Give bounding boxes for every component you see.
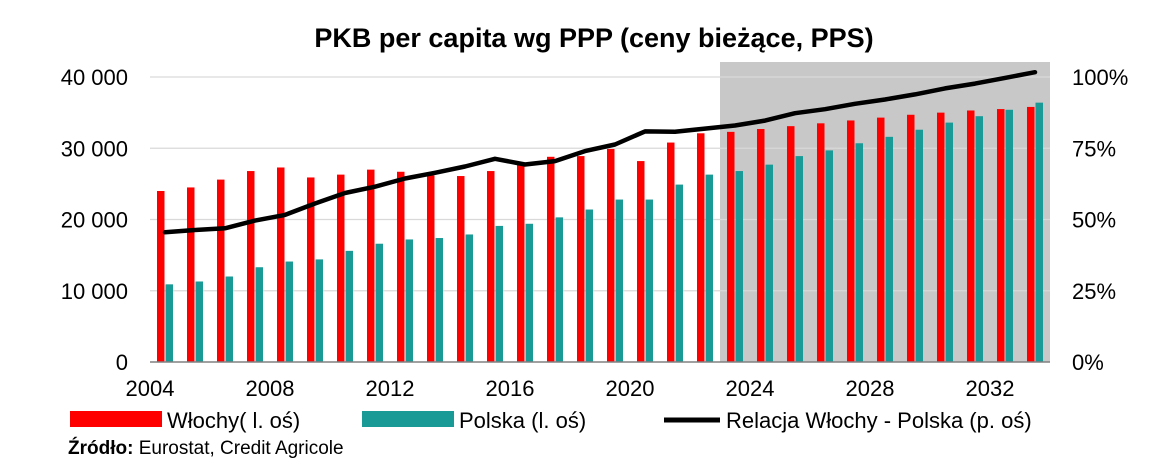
bar-poland — [1035, 102, 1043, 363]
bar-italy — [427, 175, 435, 362]
bar-poland — [225, 276, 233, 362]
x-tick-label: 2024 — [726, 376, 775, 401]
bar-poland — [585, 209, 593, 362]
bar-italy — [487, 171, 495, 362]
bar-poland — [645, 199, 653, 362]
bar-italy — [847, 120, 855, 363]
bar-italy — [727, 131, 735, 362]
bar-italy — [367, 169, 375, 362]
bar-poland — [1005, 109, 1013, 363]
bar-italy — [247, 171, 255, 362]
bar-poland — [435, 238, 443, 362]
bar-poland — [555, 217, 563, 362]
x-tick-label: 2032 — [966, 376, 1015, 401]
bar-poland — [495, 225, 503, 362]
legend-label: Relacja Włochy - Polska (p. oś) — [726, 408, 1032, 433]
bar-poland — [765, 164, 773, 362]
bar-poland — [615, 199, 623, 362]
bar-poland — [195, 281, 203, 362]
bar-italy — [967, 110, 975, 362]
bar-italy — [277, 167, 285, 362]
bar-italy — [307, 177, 315, 362]
y-left-tick-label: 30 000 — [61, 136, 128, 161]
bar-poland — [525, 223, 533, 362]
x-tick-label: 2016 — [486, 376, 535, 401]
bar-italy — [937, 112, 945, 362]
bar-poland — [855, 143, 863, 362]
legend-swatch — [362, 411, 454, 427]
bar-poland — [405, 239, 413, 362]
bar-italy — [187, 187, 195, 362]
legend-swatch — [70, 411, 162, 427]
source-note: Źródło: Eurostat, Credit Agricole — [68, 438, 344, 460]
bar-italy — [787, 126, 795, 362]
y-right-tick-label: 100% — [1072, 65, 1128, 90]
plot-area: 0 10 000 20 000 30 000 40 000 0% 25% 50% 75% 100%… — [61, 62, 1128, 401]
bar-poland — [255, 267, 263, 362]
bar-poland — [825, 150, 833, 362]
bar-italy — [547, 156, 555, 362]
bar-italy — [697, 133, 705, 362]
bar-italy — [577, 156, 585, 362]
bar-poland — [285, 261, 293, 362]
bar-italy — [907, 114, 915, 362]
bar-italy — [457, 176, 465, 362]
bar-poland — [705, 174, 713, 362]
forecast-shade — [720, 62, 1050, 362]
bar-italy — [757, 129, 765, 362]
chart-title: PKB per capita wg PPP (ceny bieżące, PPS… — [314, 23, 873, 53]
bar-italy — [817, 123, 825, 362]
bar-poland — [945, 122, 953, 362]
y-right-tick-label: 25% — [1072, 279, 1116, 304]
y-left-tick-label: 10 000 — [61, 279, 128, 304]
bar-poland — [165, 284, 173, 362]
x-tick-label: 2004 — [126, 376, 175, 401]
bar-poland — [975, 116, 983, 362]
y-left-tick-label: 20 000 — [61, 208, 128, 233]
bar-poland — [795, 156, 803, 362]
bar-italy — [337, 174, 345, 362]
bar-italy — [1027, 106, 1035, 362]
y-left-tick-label: 0 — [116, 350, 128, 375]
bar-italy — [997, 109, 1005, 362]
bar-italy — [667, 142, 675, 362]
bar-poland — [465, 234, 473, 362]
x-tick-label: 2020 — [606, 376, 655, 401]
bar-poland — [675, 184, 683, 362]
bar-italy — [607, 148, 615, 362]
x-tick-label: 2028 — [846, 376, 895, 401]
legend-label: Włochy( l. oś) — [167, 408, 300, 433]
bar-poland — [735, 171, 743, 362]
bar-italy — [217, 179, 225, 362]
bar-poland — [375, 243, 383, 362]
bar-poland — [915, 129, 923, 362]
y-right-tick-label: 0% — [1072, 350, 1104, 375]
y-left-tick-label: 40 000 — [61, 65, 128, 90]
x-tick-label: 2012 — [366, 376, 415, 401]
bar-poland — [315, 259, 323, 362]
y-right-tick-label: 75% — [1072, 136, 1116, 161]
line-relation — [162, 69, 1038, 235]
bar-italy — [637, 161, 645, 362]
y-right-tick-label: 50% — [1072, 208, 1116, 233]
bar-italy — [877, 117, 885, 362]
x-tick-label: 2008 — [246, 376, 295, 401]
source-text: Eurostat, Credit Agricole — [133, 438, 344, 459]
bar-italy — [157, 191, 165, 362]
bar-italy — [517, 162, 525, 362]
source-label: Źródło: — [68, 438, 134, 459]
legend-label: Polska (l. oś) — [459, 408, 586, 433]
legend: Włochy( l. oś) Polska (l. oś) Relacja Włoc… — [70, 408, 1032, 433]
bar-italy — [397, 171, 405, 362]
bar-poland — [885, 136, 893, 362]
bar-poland — [345, 250, 353, 362]
